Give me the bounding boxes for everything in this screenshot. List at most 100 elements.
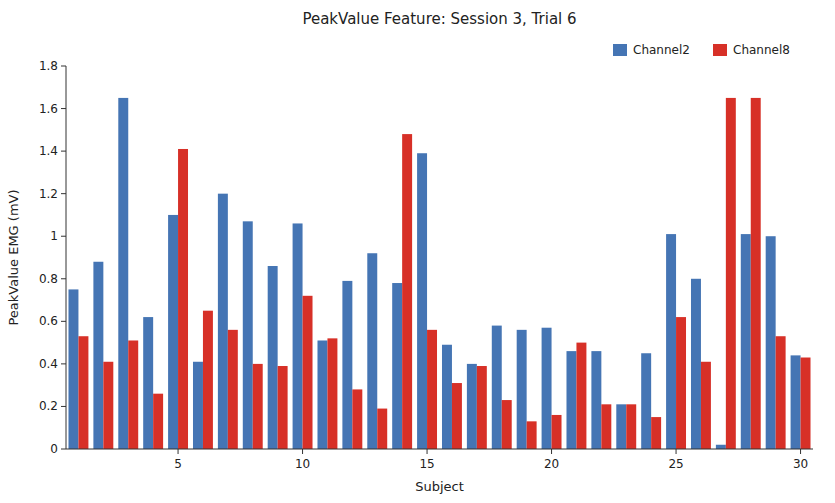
bar <box>367 253 377 449</box>
bar <box>641 353 651 449</box>
bar <box>452 383 462 449</box>
bar <box>552 415 562 449</box>
bar <box>342 281 352 449</box>
bar <box>601 404 611 449</box>
bar <box>392 283 402 449</box>
bar <box>502 400 512 449</box>
legend-swatch <box>713 44 727 56</box>
x-tick <box>551 449 552 454</box>
bar <box>417 153 427 449</box>
bar <box>168 215 178 449</box>
y-tick <box>61 406 66 407</box>
bar <box>751 98 761 449</box>
bar <box>576 343 586 449</box>
legend-swatch <box>613 44 627 56</box>
y-tick-label: 0.6 <box>39 314 58 328</box>
bar <box>542 328 552 449</box>
bar <box>68 289 78 449</box>
bar <box>791 355 801 449</box>
bar <box>153 394 163 449</box>
bar <box>293 223 303 449</box>
x-tick-label: 30 <box>793 457 808 471</box>
x-tick-label: 10 <box>295 457 310 471</box>
bar <box>477 366 487 449</box>
bar <box>616 404 626 449</box>
legend-label: Channel2 <box>633 43 690 57</box>
y-tick <box>61 278 66 279</box>
y-tick <box>61 236 66 237</box>
bar <box>666 234 676 449</box>
plot: 0 0.2 0.4 0.6 0.8 1 1.2 1.4 1.6 1.8 5 10 15 20 25 30 <box>39 59 813 471</box>
y-tick <box>61 363 66 364</box>
bar <box>93 262 103 449</box>
y-tick <box>61 66 66 67</box>
bar <box>527 421 537 449</box>
bar <box>716 445 726 449</box>
y-tick <box>61 193 66 194</box>
bar <box>766 236 776 449</box>
y-tick-label: 1.8 <box>39 59 58 73</box>
chart: 0 0.2 0.4 0.6 0.8 1 1.2 1.4 1.6 1.8 5 10 15 20 25 30 Pea… <box>0 0 835 503</box>
y-tick-label: 0.8 <box>39 272 58 286</box>
x-axis-label: Subject <box>415 479 464 494</box>
bar <box>776 336 786 449</box>
bar <box>651 417 661 449</box>
bars <box>68 98 810 449</box>
bar <box>327 338 337 449</box>
bar <box>726 98 736 449</box>
x-tick-label: 5 <box>174 457 182 471</box>
x-tick <box>427 449 428 454</box>
bar <box>741 234 751 449</box>
bar <box>626 404 636 449</box>
bar <box>352 389 362 449</box>
bar <box>78 336 88 449</box>
y-tick-label: 0.2 <box>39 399 58 413</box>
y-tick <box>61 449 66 450</box>
bar <box>427 330 437 449</box>
bar <box>467 364 477 449</box>
bar <box>517 330 527 449</box>
bar <box>268 266 278 449</box>
bar <box>218 194 228 449</box>
bar <box>178 149 188 449</box>
x-tick <box>302 449 303 454</box>
bar <box>278 366 288 449</box>
legend-label: Channel8 <box>733 43 790 57</box>
y-axis-line <box>66 66 67 449</box>
bar <box>193 362 203 449</box>
x-tick <box>800 449 801 454</box>
bar <box>128 340 138 449</box>
y-tick <box>61 321 66 322</box>
bar <box>566 351 576 449</box>
bar <box>492 326 502 449</box>
x-tick-label: 15 <box>419 457 434 471</box>
bar <box>203 311 213 449</box>
x-tick <box>178 449 179 454</box>
bar <box>377 409 387 449</box>
bar <box>676 317 686 449</box>
bar <box>701 362 711 449</box>
legend: Channel2 Channel8 <box>613 43 790 57</box>
x-tick-label: 20 <box>544 457 559 471</box>
bar <box>691 279 701 449</box>
bar <box>118 98 128 449</box>
y-tick-label: 1.6 <box>39 102 58 116</box>
y-tick-label: 0 <box>50 442 58 456</box>
y-tick-label: 1 <box>50 229 58 243</box>
y-tick <box>61 108 66 109</box>
bar <box>143 317 153 449</box>
y-axis-label: PeakValue EMG (mV) <box>6 189 21 325</box>
y-tick-label: 1.4 <box>39 144 58 158</box>
bar <box>317 340 327 449</box>
x-tick <box>676 449 677 454</box>
bar <box>228 330 238 449</box>
x-tick-label: 25 <box>668 457 683 471</box>
title: PeakValue Feature: Session 3, Trial 6 <box>302 10 576 28</box>
y-tick-label: 1.2 <box>39 187 58 201</box>
bar <box>243 221 253 449</box>
bar <box>402 134 412 449</box>
bar <box>442 345 452 449</box>
bar <box>103 362 113 449</box>
y-tick-label: 0.4 <box>39 357 58 371</box>
bar <box>591 351 601 449</box>
